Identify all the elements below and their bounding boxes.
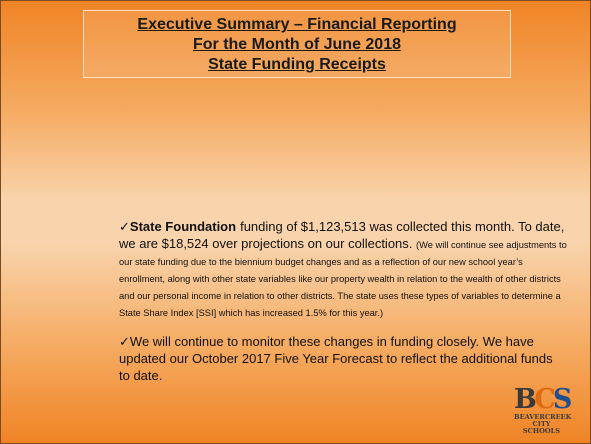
logo-name: BEAVERCREEK: [514, 413, 572, 421]
note-text: (We will continue see adjustments to our…: [119, 240, 567, 318]
title-line: For the Month of June 2018: [192, 36, 401, 53]
check-mark: ✓: [119, 219, 130, 234]
logo: BCS BEAVERCREEK CITY SCHOOLS: [514, 384, 572, 435]
logo-name: CITY SCHOOLS: [522, 420, 561, 435]
bold-text: State Foundation: [129, 219, 237, 234]
bullet-text: We will continue to monitor these change…: [119, 334, 553, 383]
logo-letter: S: [552, 384, 572, 415]
bullet: ✓State Foundation funding of $1,123,513 w…: [119, 218, 567, 320]
title-line: Executive Summary – Financial Reporting: [137, 16, 457, 33]
logo-letter: B: [514, 384, 537, 415]
body: ✓State Foundation funding of $1,123,513 w…: [119, 218, 567, 397]
logo-letter: C: [534, 384, 555, 415]
bullet-text: funding of $1,123,513 was collected this…: [119, 219, 565, 251]
logo-letters: BCS: [514, 384, 572, 415]
bullet: ✓We will continue to monitor these chang…: [119, 333, 567, 384]
title-box: Executive Summary – Financial Reporting F…: [83, 10, 511, 78]
check-mark: ✓: [119, 334, 130, 349]
title-line: State Funding Receipts: [208, 56, 386, 73]
